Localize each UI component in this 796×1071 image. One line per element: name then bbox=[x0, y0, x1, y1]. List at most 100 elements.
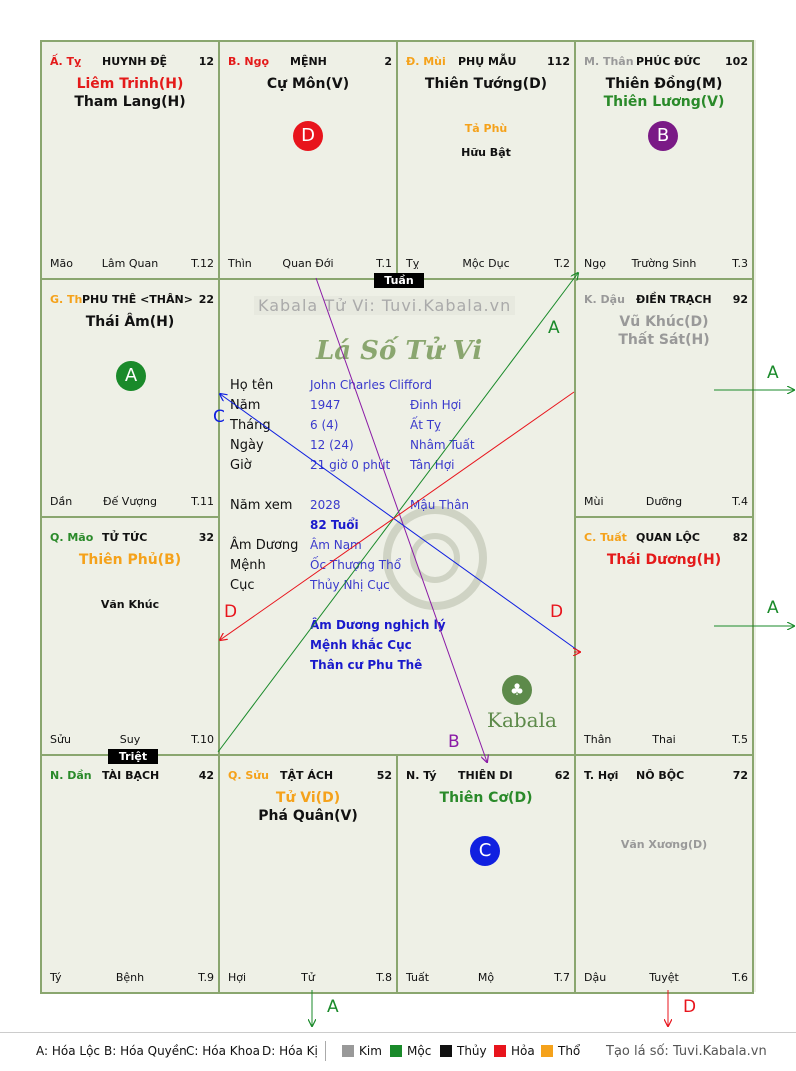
value-nam-can: Đinh Hợi bbox=[410, 398, 462, 412]
palace-bottom-right: T.6 bbox=[732, 971, 748, 984]
arrow-label-a-bottom: A bbox=[327, 997, 339, 1017]
palace-branch-tag: G. Th bbox=[50, 293, 83, 306]
arrow-label-b: B bbox=[448, 732, 460, 752]
value-am-duong: Âm Nam bbox=[310, 538, 362, 552]
arrow-label-a-right-2: A bbox=[767, 598, 779, 618]
major-star: Thái Âm(H) bbox=[85, 314, 175, 330]
palace-name: MỆNH bbox=[290, 55, 327, 68]
palace-bottom-left: Ngọ bbox=[584, 257, 606, 270]
label-ho-ten: Họ tên bbox=[230, 378, 274, 393]
palace-number: 102 bbox=[725, 55, 748, 68]
value-ho-ten: John Charles Clifford bbox=[310, 378, 432, 392]
tuan-tag: Tuần bbox=[374, 273, 424, 288]
label-nam: Năm bbox=[230, 398, 261, 413]
palace-bottom-right: T.4 bbox=[732, 495, 748, 508]
center-title: Lá Số Tử Vi bbox=[316, 336, 483, 366]
palace-cell: T. Hợi NÔ BỘC 72 Văn Xương(D) Dậu Tuyệt T.6 bbox=[574, 754, 754, 994]
major-star: Thiên Tướng(D) bbox=[424, 76, 548, 92]
label-ngay: Ngày bbox=[230, 438, 264, 453]
major-star: Thiên Đồng(M) bbox=[605, 76, 723, 92]
line-b-main bbox=[315, 277, 487, 762]
palace-branch-tag: C. Tuất bbox=[584, 531, 627, 544]
note-1: Âm Dương nghịch lý bbox=[310, 618, 446, 632]
palace-number: 22 bbox=[198, 293, 214, 306]
palace-name: PHU THÊ <THÂN> bbox=[82, 293, 193, 306]
label-cuc: Cục bbox=[230, 578, 255, 593]
major-star: Thất Sát(H) bbox=[618, 332, 710, 348]
label-menh: Mệnh bbox=[230, 558, 266, 573]
arrow-label-d-right: D bbox=[550, 602, 564, 622]
palace-bottom-left: Mùi bbox=[584, 495, 604, 508]
tree-icon: ♣ bbox=[502, 675, 532, 705]
minor-star: Văn Khúc bbox=[100, 598, 160, 611]
palace-number: 112 bbox=[547, 55, 570, 68]
legend-moc: Mộc bbox=[390, 1044, 431, 1058]
palace-branch-tag: K. Dậu bbox=[584, 293, 625, 306]
major-star: Thái Dương(H) bbox=[606, 552, 722, 568]
label-am-duong: Âm Dương bbox=[230, 538, 299, 553]
arrow-label-c: C bbox=[213, 407, 225, 427]
legend-hoa-loc: A: Hóa Lộc bbox=[36, 1044, 101, 1058]
palace-name: TẬT ÁCH bbox=[280, 769, 334, 782]
palace-number: 42 bbox=[198, 769, 214, 782]
palace-bottom-mid: Bệnh bbox=[115, 971, 145, 984]
arrow-label-d-left: D bbox=[224, 602, 238, 622]
center-panel bbox=[260, 318, 614, 792]
palace-branch-tag: M. Thân bbox=[584, 55, 634, 68]
palace-number: 12 bbox=[198, 55, 214, 68]
value-tuoi: 82 Tuổi bbox=[310, 518, 359, 532]
badge-c: C bbox=[470, 836, 500, 866]
major-star: Tử Vi(D) bbox=[275, 790, 341, 806]
badge-d: D bbox=[293, 121, 323, 151]
palace-bottom-left: Tý bbox=[50, 971, 62, 984]
palace-bottom-mid: Mộc Dục bbox=[462, 257, 510, 270]
palace-branch-tag: N. Tý bbox=[406, 769, 437, 782]
palace-bottom-mid: Đế Vượng bbox=[103, 495, 157, 508]
major-star: Tham Lang(H) bbox=[74, 94, 186, 110]
palace-number: 2 bbox=[384, 55, 392, 68]
label-thang: Tháng bbox=[230, 418, 271, 433]
palace-bottom-left: Mão bbox=[50, 257, 73, 270]
palace-name: TÀI BẠCH bbox=[102, 769, 160, 782]
value-gio-can: Tân Hợi bbox=[410, 458, 455, 472]
label-gio: Giờ bbox=[230, 458, 252, 473]
legend-tho-label: Thổ bbox=[558, 1044, 581, 1058]
swatch-hoa bbox=[494, 1045, 506, 1057]
legend-moc-label: Mộc bbox=[407, 1044, 432, 1058]
palace-bottom-mid: Dưỡng bbox=[645, 495, 683, 508]
major-star: Vũ Khúc(D) bbox=[619, 314, 709, 330]
arrow-label-d-bottom: D bbox=[683, 997, 697, 1017]
palace-bottom-mid: Lâm Quan bbox=[101, 257, 159, 270]
palace-bottom-right: T.5 bbox=[732, 733, 748, 746]
palace-bottom-mid: Quan Đới bbox=[282, 257, 334, 270]
palace-bottom-left: Hợi bbox=[228, 971, 247, 984]
palace-name: TỬ TỨC bbox=[102, 531, 148, 544]
value-nam: 1947 bbox=[310, 398, 341, 412]
palace-name: HUYNH ĐỆ bbox=[102, 55, 168, 68]
major-star: Thiên Phủ(B) bbox=[78, 552, 182, 568]
major-star: Cự Môn(V) bbox=[266, 76, 350, 92]
palace-bottom-right: T.1 bbox=[376, 257, 392, 270]
badge-b: B bbox=[648, 121, 678, 151]
palace-number: 62 bbox=[554, 769, 570, 782]
palace-bottom-right: T.9 bbox=[198, 971, 214, 984]
palace-bottom-left: Tỵ bbox=[406, 257, 420, 270]
note-2: Mệnh khắc Cục bbox=[310, 638, 412, 652]
palace-cell: Q. Mão TỬ TỨC 32 Thiên Phủ(B) Văn Khúc Sửu Suy… bbox=[40, 516, 220, 756]
palace-bottom-right: T.12 bbox=[191, 257, 214, 270]
label-nam-xem: Năm xem bbox=[230, 498, 293, 513]
logo-text: Kabala bbox=[487, 708, 557, 732]
legend-divider bbox=[325, 1041, 326, 1061]
palace-bottom-left: Thân bbox=[584, 733, 612, 746]
palace-bottom-left: Dần bbox=[50, 495, 73, 508]
legend-footer: A: Hóa Lộc B: Hóa Quyền C: Hóa Khoa D: H… bbox=[0, 1032, 796, 1071]
palace-bottom-mid: Trường Sinh bbox=[631, 257, 697, 270]
palace-number: 72 bbox=[732, 769, 748, 782]
palace-number: 32 bbox=[198, 531, 214, 544]
tuvi-chart-grid: Ấ. Tỵ HUYNH ĐỆ 12 Liêm Trinh(H) Tham Lang(H)… bbox=[40, 40, 756, 994]
value-ngay: 12 (24) bbox=[310, 438, 354, 452]
minor-star: Văn Xương(D) bbox=[620, 838, 708, 851]
legend-hoa-khoa: C: Hóa Khoa bbox=[186, 1044, 260, 1058]
palace-bottom-right: T.7 bbox=[554, 971, 570, 984]
